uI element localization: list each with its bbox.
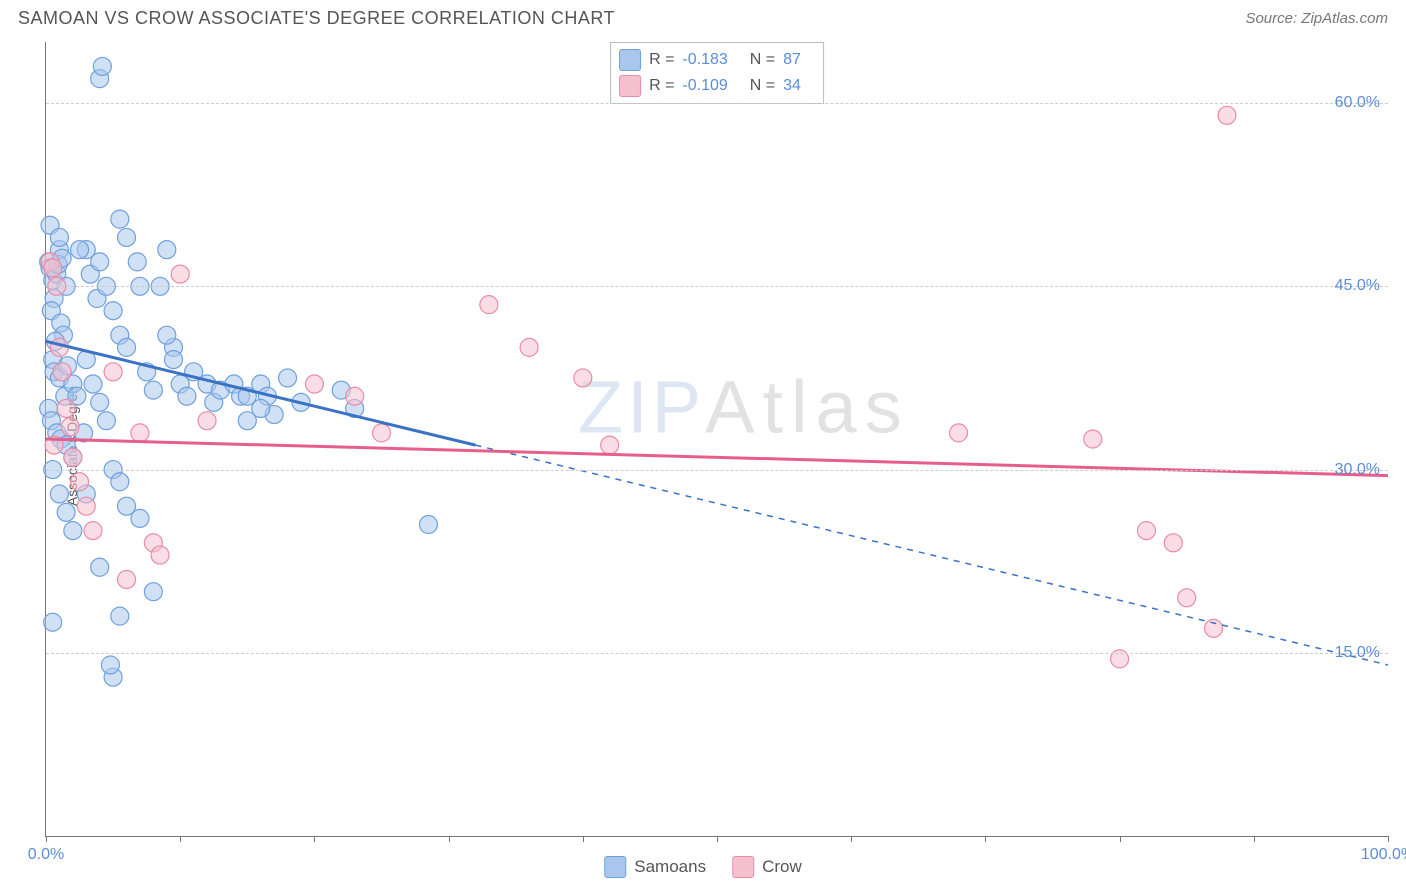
data-point xyxy=(178,387,196,405)
data-point xyxy=(50,228,68,246)
data-point xyxy=(1137,522,1155,540)
scatter-svg xyxy=(46,42,1388,836)
data-point xyxy=(84,375,102,393)
data-point xyxy=(1164,534,1182,552)
x-tick-label: 0.0% xyxy=(28,846,64,864)
data-point xyxy=(158,326,176,344)
chart-title: SAMOAN VS CROW ASSOCIATE'S DEGREE CORREL… xyxy=(18,8,615,29)
data-point xyxy=(279,369,297,387)
data-point xyxy=(50,485,68,503)
data-point xyxy=(346,387,364,405)
data-point xyxy=(128,253,146,271)
data-point xyxy=(57,399,75,417)
data-point xyxy=(118,570,136,588)
data-point xyxy=(111,210,129,228)
data-point xyxy=(104,363,122,381)
y-tick-label: 60.0% xyxy=(1335,94,1380,112)
data-point xyxy=(44,613,62,631)
data-point xyxy=(97,412,115,430)
legend-swatch-samoans xyxy=(604,856,626,878)
data-point xyxy=(91,558,109,576)
data-point xyxy=(131,509,149,527)
data-point xyxy=(144,381,162,399)
data-point xyxy=(1205,619,1223,637)
data-point xyxy=(44,259,62,277)
data-point xyxy=(198,412,216,430)
x-tick-label: 100.0% xyxy=(1361,846,1406,864)
y-tick-label: 30.0% xyxy=(1335,461,1380,479)
data-point xyxy=(1178,589,1196,607)
data-point xyxy=(419,516,437,534)
data-point xyxy=(171,265,189,283)
data-point xyxy=(101,656,119,674)
data-point xyxy=(53,363,71,381)
regression-line-dashed xyxy=(475,445,1388,665)
data-point xyxy=(104,302,122,320)
data-point xyxy=(111,473,129,491)
data-point xyxy=(57,503,75,521)
y-tick-label: 45.0% xyxy=(1335,277,1380,295)
legend-label-crow: Crow xyxy=(762,857,802,877)
data-point xyxy=(252,399,270,417)
data-point xyxy=(71,473,89,491)
legend-label-samoans: Samoans xyxy=(634,857,706,877)
data-point xyxy=(118,228,136,246)
data-point xyxy=(84,522,102,540)
data-point xyxy=(1084,430,1102,448)
data-point xyxy=(158,241,176,259)
data-point xyxy=(111,607,129,625)
data-point xyxy=(601,436,619,454)
y-tick-label: 15.0% xyxy=(1335,644,1380,662)
data-point xyxy=(305,375,323,393)
legend-item-crow: Crow xyxy=(732,856,802,878)
data-point xyxy=(131,424,149,442)
chart-plot-area: ZIPAtlas R = -0.183 N = 87 R = -0.109 N … xyxy=(45,42,1388,837)
data-point xyxy=(574,369,592,387)
data-point xyxy=(77,497,95,515)
data-point xyxy=(93,57,111,75)
data-point xyxy=(61,418,79,436)
legend-item-samoans: Samoans xyxy=(604,856,706,878)
series-legend: Samoans Crow xyxy=(604,856,802,878)
data-point xyxy=(71,241,89,259)
data-point xyxy=(1218,106,1236,124)
data-point xyxy=(164,351,182,369)
data-point xyxy=(373,424,391,442)
regression-line xyxy=(46,341,475,445)
data-point xyxy=(144,583,162,601)
data-point xyxy=(480,296,498,314)
source-label: Source: ZipAtlas.com xyxy=(1245,10,1388,27)
data-point xyxy=(64,448,82,466)
data-point xyxy=(64,522,82,540)
legend-swatch-crow xyxy=(732,856,754,878)
data-point xyxy=(91,393,109,411)
data-point xyxy=(520,338,538,356)
data-point xyxy=(950,424,968,442)
data-point xyxy=(91,253,109,271)
data-point xyxy=(151,546,169,564)
data-point xyxy=(118,338,136,356)
